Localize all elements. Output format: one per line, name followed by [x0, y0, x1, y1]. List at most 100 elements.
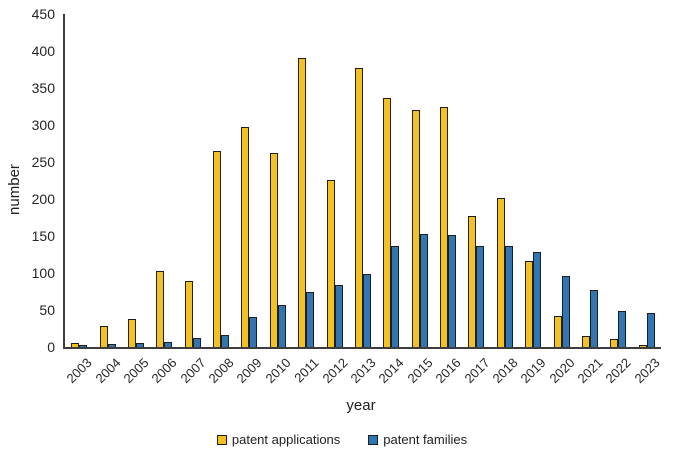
category-group-2004	[93, 325, 121, 347]
bar-patent-applications-2016	[440, 106, 449, 347]
bar-patent-families-2003	[79, 345, 88, 347]
bar-patent-families-2004	[107, 344, 116, 347]
x-tick-label-2020: 2020	[546, 355, 578, 387]
category-group-2022	[604, 310, 632, 347]
x-tick-label-2008: 2008	[205, 355, 237, 387]
x-tick-label-2023: 2023	[631, 355, 663, 387]
legend: patent applications patent families	[0, 432, 684, 447]
bar-patent-families-2015	[419, 233, 428, 347]
bar-patent-families-2023	[646, 312, 655, 347]
category-group-2020	[547, 275, 575, 347]
bar-patent-families-2013	[362, 273, 371, 347]
category-group-2012	[320, 179, 348, 347]
bar-patent-applications-2012	[326, 179, 335, 347]
x-tick-label-2007: 2007	[177, 355, 209, 387]
legend-swatch-icon	[216, 434, 227, 445]
x-tick-label-2009: 2009	[234, 355, 266, 387]
x-tick-label-2013: 2013	[347, 355, 379, 387]
x-tick-label-2003: 2003	[63, 355, 95, 387]
bar-patent-applications-2005	[127, 318, 136, 347]
y-tick-label-100: 100	[31, 265, 55, 281]
category-group-2010	[264, 153, 292, 347]
category-group-2014	[377, 97, 405, 347]
bar-patent-applications-2020	[553, 315, 562, 347]
legend-swatch-icon	[368, 434, 379, 445]
plot-area	[63, 14, 661, 349]
x-tick-label-2006: 2006	[148, 355, 180, 387]
bar-patent-applications-2021	[581, 335, 590, 347]
category-group-2023	[633, 312, 661, 347]
y-tick-label-250: 250	[31, 154, 55, 170]
category-group-2011	[292, 57, 320, 347]
bar-patent-families-2011	[306, 291, 315, 347]
category-group-2005	[122, 318, 150, 347]
x-tick-label-2012: 2012	[319, 355, 351, 387]
bar-patent-applications-2010	[269, 153, 278, 347]
bar-patent-applications-2011	[298, 57, 307, 347]
legend-label: patent families	[383, 432, 468, 447]
bar-patent-families-2008	[221, 335, 230, 347]
category-group-2015	[406, 110, 434, 347]
x-tick-label-2016: 2016	[432, 355, 464, 387]
bar-patent-families-2021	[589, 290, 598, 347]
x-tick-label-2004: 2004	[92, 355, 124, 387]
category-group-2003	[65, 343, 93, 347]
x-tick-label-2005: 2005	[120, 355, 152, 387]
bar-patent-families-2016	[448, 234, 457, 347]
x-tick-label-2021: 2021	[574, 355, 606, 387]
y-tick-label-200: 200	[31, 191, 55, 207]
x-tick-label-2017: 2017	[461, 355, 493, 387]
x-tick-label-2010: 2010	[262, 355, 294, 387]
x-tick-label-2022: 2022	[602, 355, 635, 387]
bars-container	[65, 14, 661, 347]
category-group-2016	[434, 106, 462, 347]
bar-patent-applications-2008	[213, 150, 222, 347]
bar-patent-applications-2004	[99, 325, 108, 347]
category-group-2008	[207, 150, 235, 347]
bar-patent-applications-2003	[71, 343, 80, 347]
bar-patent-families-2018	[504, 245, 513, 347]
x-tick-label-2015: 2015	[404, 355, 436, 387]
bar-patent-applications-2006	[156, 270, 165, 347]
x-axis-title: year	[346, 397, 376, 414]
bar-patent-applications-2013	[354, 68, 363, 347]
y-tick-label-50: 50	[39, 302, 55, 318]
bar-patent-families-2007	[192, 338, 201, 347]
bar-patent-applications-2009	[241, 127, 250, 347]
bar-patent-applications-2014	[383, 97, 392, 347]
y-tick-label-350: 350	[31, 80, 55, 96]
y-tick-label-400: 400	[31, 43, 55, 59]
bar-patent-families-2006	[164, 341, 173, 347]
bar-patent-families-2010	[277, 304, 286, 347]
bar-patent-families-2014	[391, 245, 400, 347]
x-tick-label-2018: 2018	[489, 355, 521, 387]
category-group-2013	[349, 68, 377, 347]
bar-patent-applications-2015	[411, 110, 420, 347]
bar-patent-families-2005	[135, 343, 144, 347]
category-group-2021	[576, 290, 604, 347]
y-tick-label-0: 0	[47, 339, 55, 355]
bar-patent-applications-2007	[184, 281, 193, 347]
x-tick-label-2019: 2019	[517, 355, 549, 387]
legend-item-patent-families: patent families	[368, 432, 467, 447]
x-tick-label-2014: 2014	[375, 355, 407, 387]
bar-patent-families-2009	[249, 316, 258, 347]
category-group-2019	[519, 252, 547, 347]
x-tick-label-2011: 2011	[291, 355, 322, 386]
bar-patent-applications-2017	[468, 216, 477, 347]
y-tick-label-450: 450	[31, 6, 55, 22]
legend-item-patent-applications: patent applications	[216, 432, 341, 447]
bar-patent-applications-2018	[496, 197, 505, 347]
bar-patent-families-2022	[618, 310, 627, 347]
legend-label: patent applications	[231, 432, 341, 447]
category-group-2007	[179, 281, 207, 347]
bar-patent-applications-2022	[610, 338, 619, 347]
bar-patent-applications-2019	[525, 261, 534, 347]
bar-patent-families-2012	[334, 284, 343, 347]
bar-patent-families-2019	[533, 252, 542, 347]
category-group-2017	[462, 216, 490, 347]
y-tick-label-300: 300	[31, 117, 55, 133]
category-group-2018	[491, 197, 519, 347]
y-tick-label-150: 150	[31, 228, 55, 244]
